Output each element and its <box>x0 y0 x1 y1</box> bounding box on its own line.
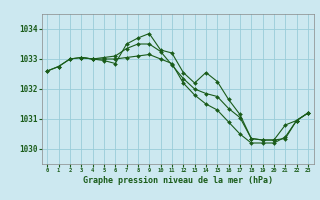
X-axis label: Graphe pression niveau de la mer (hPa): Graphe pression niveau de la mer (hPa) <box>83 176 273 185</box>
